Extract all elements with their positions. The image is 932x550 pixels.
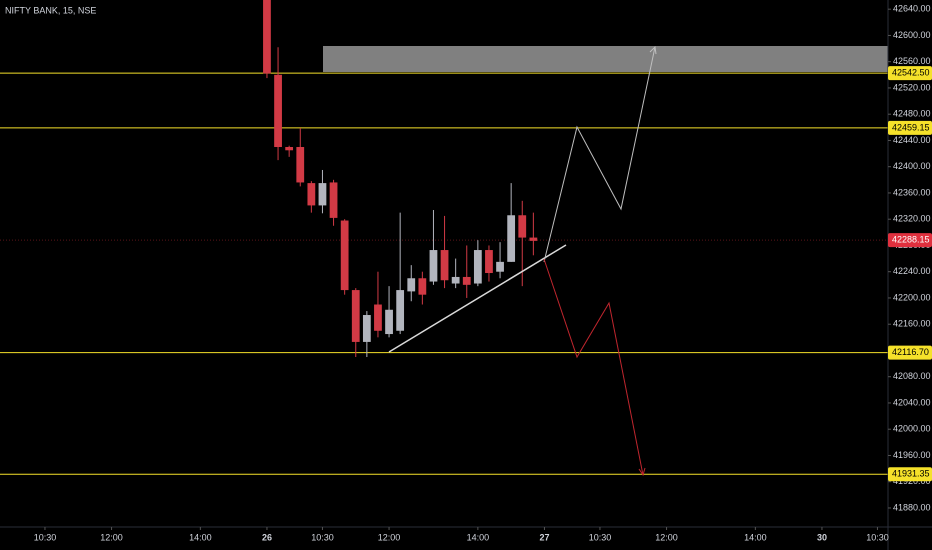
candle-body (340, 220, 349, 291)
candle-body (374, 304, 382, 331)
candle-body (496, 261, 504, 272)
bull-arrow (649, 45, 657, 55)
x-tick-label: 10:30 (34, 532, 57, 542)
x-tick-label: 26 (262, 532, 272, 542)
candle-body (329, 182, 338, 218)
bull-path (543, 46, 656, 263)
candle-body (274, 74, 282, 148)
candle-body (473, 250, 482, 284)
candle-body (296, 147, 305, 183)
x-tick-label: 14:00 (467, 532, 490, 542)
y-tick-label: 42400.00 (893, 161, 931, 171)
x-tick-label: 12:00 (100, 532, 123, 542)
level-tag (888, 66, 932, 81)
candle-body (407, 278, 416, 292)
candle-body (396, 290, 405, 331)
candle-body (518, 215, 527, 238)
y-tick-label: 42640.00 (893, 4, 931, 14)
candle-body (318, 183, 327, 206)
x-tick-label: 14:00 (189, 532, 212, 542)
level-label: 42116.70 (892, 347, 929, 357)
last-price-tag (888, 233, 932, 248)
y-tick-label: 42040.00 (893, 397, 931, 407)
x-tick-label: 27 (539, 532, 549, 542)
candle-body (263, 0, 271, 74)
x-tick-label: 12:00 (655, 532, 678, 542)
candle-body (429, 250, 438, 282)
levels (0, 72, 888, 475)
candle-body (385, 309, 393, 335)
candle-body (440, 250, 449, 281)
y-tick-label: 42360.00 (893, 187, 931, 197)
y-tick-label: 42480.00 (893, 109, 931, 119)
candle-body (451, 276, 460, 284)
bear-path (543, 258, 644, 476)
candle-body (529, 237, 538, 241)
y-tick-label: 42200.00 (893, 292, 931, 302)
supply-zone (323, 46, 888, 72)
x-tick-label: 12:00 (378, 532, 401, 542)
level-label: 42459.15 (892, 122, 930, 132)
x-tick-label: 10:30 (866, 532, 889, 542)
y-tick-label: 41960.00 (893, 450, 931, 460)
level-tag (888, 345, 932, 360)
candle-body (351, 290, 360, 342)
last-price-label: 42288.15 (892, 234, 930, 244)
x-tick-label: 30 (817, 532, 827, 542)
x-tick-label: 10:30 (589, 532, 612, 542)
y-tick-label: 42560.00 (893, 56, 931, 66)
level-label: 42542.50 (892, 68, 930, 78)
candle-body (485, 250, 493, 274)
candle-body (362, 315, 371, 342)
x-tick-label: 10:30 (311, 532, 334, 542)
bear-arrow (638, 467, 646, 477)
level-tag (888, 467, 932, 482)
level-label: 41931.35 (892, 469, 930, 479)
candle-body (418, 278, 427, 295)
candle-body (507, 215, 516, 262)
candles (263, 0, 538, 358)
y-tick-label: 42240.00 (893, 266, 931, 276)
candle-body (307, 183, 316, 206)
x-tick-label: 14:00 (744, 532, 767, 542)
y-tick-label: 42600.00 (893, 30, 931, 40)
y-tick-label: 42160.00 (893, 319, 931, 329)
chart-title: NIFTY BANK, 15, NSE (5, 5, 96, 15)
candle-body (285, 147, 294, 151)
level-tag (888, 120, 932, 135)
candle-body (462, 276, 471, 285)
y-tick-label: 42520.00 (893, 82, 931, 92)
y-tick-label: 42320.00 (893, 214, 931, 224)
y-tick-label: 42080.00 (893, 371, 931, 381)
trend-line (388, 244, 567, 353)
y-tick-label: 42000.00 (893, 424, 931, 434)
y-tick-label: 42440.00 (893, 135, 931, 145)
y-tick-label: 41880.00 (893, 502, 931, 512)
